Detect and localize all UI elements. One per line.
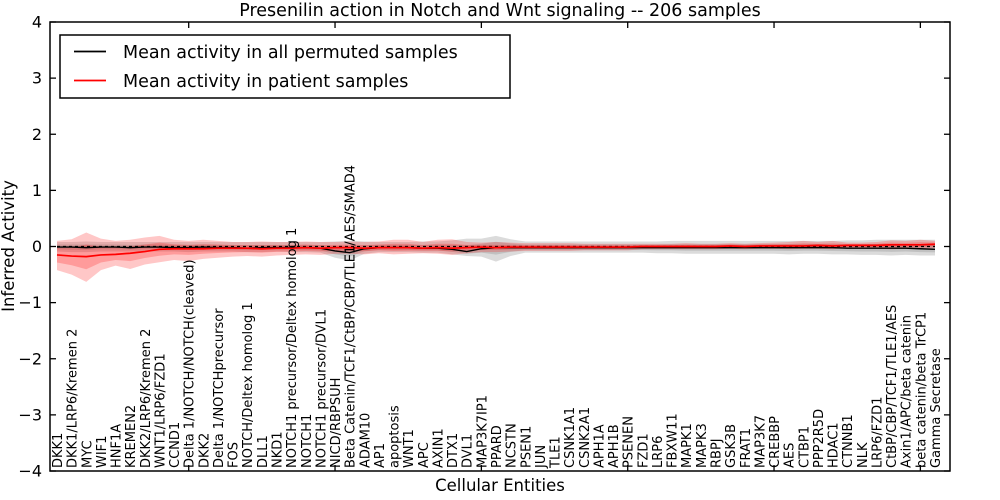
- x-category-label: FBXW11: [666, 413, 681, 468]
- x-category-label: beta catenin/beta TrCP1: [914, 312, 929, 468]
- x-category-label: HNF1A: [110, 424, 125, 468]
- x-category-label: APH1B: [607, 424, 622, 468]
- legend-label-patient: Mean activity in patient samples: [123, 72, 408, 92]
- y-tick-label: −3: [18, 405, 42, 424]
- figure-title: Presenilin action in Notch and Wnt signa…: [239, 1, 761, 21]
- x-category-label: JUN: [534, 445, 549, 469]
- x-category-label: NKD1: [271, 431, 286, 468]
- x-category-label: DLL1: [256, 435, 271, 468]
- x-category-label: MAP3K7: [753, 415, 768, 468]
- x-category-label: GSK3B: [724, 424, 739, 468]
- y-axis-label: Inferred Activity: [0, 180, 18, 312]
- x-category-label: DTX1: [446, 433, 461, 468]
- y-tick-label: −2: [18, 349, 42, 368]
- x-category-label: Axin1/APC/beta catenin: [900, 315, 915, 468]
- y-tick-label: 1: [32, 181, 42, 200]
- x-category-label: DKK2: [197, 433, 212, 468]
- x-category-label: MAPK1: [680, 423, 695, 468]
- x-category-label: LRP6/FZD1: [870, 397, 885, 468]
- x-category-label: Beta Catenin/TCF1/CtBP/CBP/TLE1/AES/SMAD…: [344, 165, 359, 468]
- x-category-label: PPP2R5D: [812, 409, 827, 468]
- x-axis-label: Cellular Entities: [435, 476, 565, 495]
- x-category-label: WNT1: [402, 429, 417, 468]
- x-category-label: CTBP1: [797, 426, 812, 468]
- x-category-label: PPARD: [490, 425, 505, 468]
- x-category-label: KREMEN2: [124, 405, 139, 468]
- x-category-label: DKK1/LRP6/Kremen 2: [66, 329, 81, 468]
- x-category-label: NICD/RBPSUH: [329, 378, 344, 468]
- x-category-label: MYC: [80, 440, 95, 468]
- x-category-label: FOS: [227, 442, 242, 468]
- y-tick-label: 2: [32, 125, 42, 144]
- legend-box: [59, 34, 511, 99]
- band-permuted-outer: [57, 235, 935, 262]
- x-category-label: NOTCH/Deltex homolog 1: [241, 302, 256, 468]
- x-category-label: NCSTN: [505, 423, 520, 468]
- band-patient-outer: [57, 232, 935, 282]
- x-category-label: Delta 1/NOTCH/NOTCH(cleaved): [183, 259, 198, 468]
- x-category-label: PSENEN: [622, 416, 637, 468]
- band-permuted-inner: [57, 241, 935, 257]
- x-category-label: CCND1: [168, 422, 183, 468]
- legend: Mean activity in all permuted samples Me…: [59, 34, 511, 99]
- x-category-label: FRAT1: [739, 428, 754, 468]
- x-category-label: DVL1: [461, 434, 476, 468]
- x-category-label: CREBBP: [768, 416, 783, 468]
- x-category-label: Gamma Secretase: [929, 348, 944, 468]
- y-tick-label: 4: [32, 13, 42, 32]
- x-category-label: NOTCH1: [300, 414, 315, 468]
- x-category-label: Delta 1/NOTCHprecursor: [212, 308, 227, 468]
- x-category-label: APC: [417, 442, 432, 468]
- x-category-label: DKK2/LRP6/Kremen 2: [139, 329, 154, 468]
- x-category-label: apoptosis: [388, 405, 403, 468]
- y-tick-label: −4: [18, 462, 42, 481]
- x-category-label: WNT1/LRP6/FZD1: [153, 353, 168, 468]
- x-category-label: LRP6: [651, 436, 666, 468]
- y-tick-label: 3: [32, 69, 42, 88]
- x-category-label: MAPK3: [695, 423, 710, 468]
- x-category-label: NLK: [856, 442, 871, 468]
- x-category-label: ADAM10: [358, 413, 373, 468]
- x-category-label: PSEN1: [519, 426, 534, 468]
- x-category-label: CtBP/CBP/TCF1/TLE1/AES: [885, 305, 900, 468]
- x-category-label: CTNNB1: [841, 414, 856, 468]
- y-tick-label: 0: [32, 237, 42, 256]
- x-category-label: DKK1: [51, 433, 66, 468]
- y-tick-label: −1: [18, 293, 42, 312]
- plot-layers: 4 3 2 1 0 −1 −2 −3 −4 DKK1 DKK1/LRP6/Kremen 2 MYC WI…: [18, 13, 951, 481]
- x-category-label: AP1: [373, 443, 388, 468]
- line-patient-mean: [56, 243, 936, 258]
- x-category-label: MAP3K7IP1: [475, 395, 490, 468]
- x-category-label: NOTCH1 precursor/DVL1: [314, 309, 329, 468]
- x-category-label: APH1A: [592, 424, 607, 468]
- x-category-label: AXIN1: [431, 428, 446, 468]
- x-category-label: TLE1: [549, 436, 564, 469]
- x-category-label: RBPJ: [710, 438, 725, 468]
- x-category-label: AES: [783, 443, 798, 468]
- legend-label-permuted: Mean activity in all permuted samples: [123, 43, 458, 63]
- x-category-label: CSNK2A1: [578, 407, 593, 468]
- x-category-label: NOTCH1 precursor/Deltex homolog 1: [285, 228, 300, 468]
- x-category-label: FZD1: [636, 433, 651, 468]
- x-category-label: HDAC1: [827, 422, 842, 468]
- x-category-label: WIF1: [95, 436, 110, 468]
- x-category-label: CSNK1A1: [563, 407, 578, 468]
